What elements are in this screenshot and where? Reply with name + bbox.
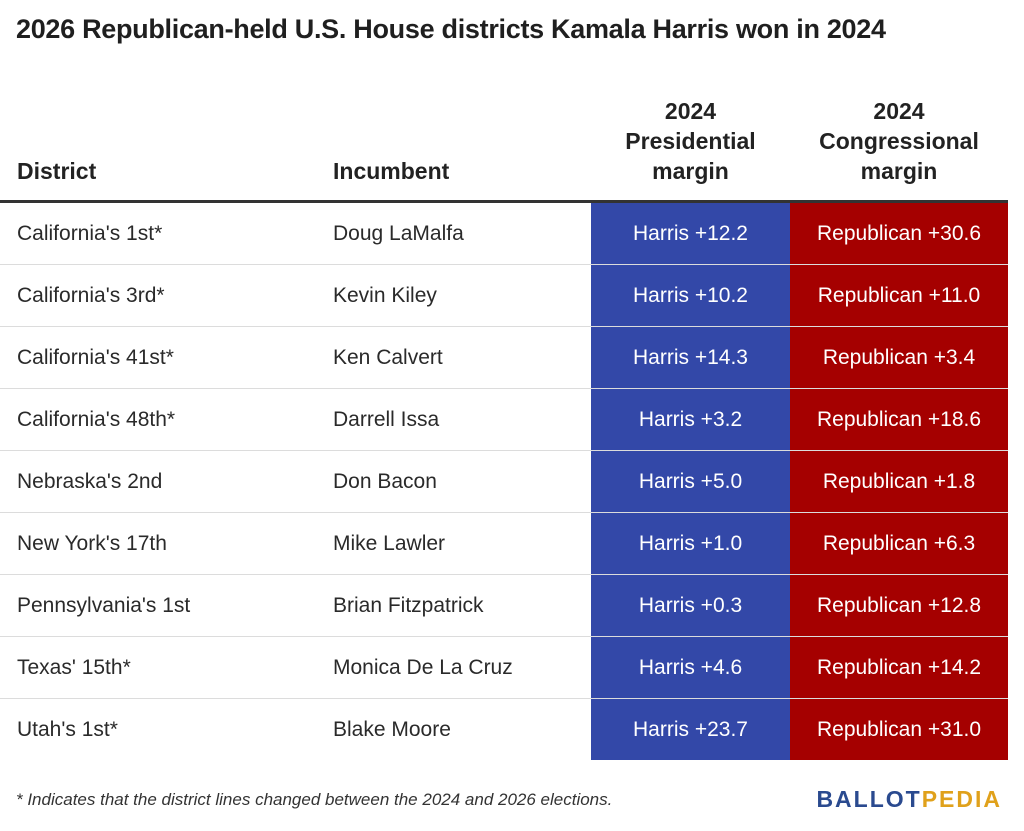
- table-header: District Incumbent 2024 Presidential mar…: [0, 90, 1008, 203]
- incumbent-cell: Doug LaMalfa: [333, 222, 464, 245]
- incumbent-cell: Blake Moore: [333, 718, 451, 741]
- district-cell: Texas' 15th*: [17, 656, 131, 679]
- ballotpedia-logo: BALLOTPEDIA: [816, 786, 1002, 813]
- congressional-margin-cell: Republican +31.0: [790, 699, 1008, 760]
- incumbent-cell: Ken Calvert: [333, 346, 443, 369]
- presidential-margin-cell: Harris +1.0: [591, 513, 790, 574]
- congressional-margin-cell: Republican +18.6: [790, 389, 1008, 450]
- presidential-margin-cell: Harris +3.2: [591, 389, 790, 450]
- congressional-margin-cell: Republican +12.8: [790, 575, 1008, 636]
- table-row: California's 3rd* Kevin Kiley Harris +10.2…: [0, 265, 1008, 327]
- table-body: California's 1st* Doug LaMalfa Harris +12.…: [0, 203, 1008, 760]
- district-cell: Nebraska's 2nd: [17, 470, 163, 493]
- header-district: District: [17, 158, 97, 184]
- table-row: California's 48th* Darrell Issa Harris +3.…: [0, 389, 1008, 451]
- congressional-margin-cell: Republican +11.0: [790, 265, 1008, 326]
- congressional-margin-cell: Republican +14.2: [790, 637, 1008, 698]
- incumbent-cell: Brian Fitzpatrick: [333, 594, 484, 617]
- district-cell: California's 3rd*: [17, 284, 165, 307]
- congressional-margin-cell: Republican +30.6: [790, 203, 1008, 264]
- header-presidential-margin: 2024 Presidential margin: [625, 98, 756, 184]
- district-cell: California's 48th*: [17, 408, 176, 431]
- incumbent-cell: Darrell Issa: [333, 408, 440, 431]
- table-row: Nebraska's 2nd Don Bacon Harris +5.0 Republ…: [0, 451, 1008, 513]
- congressional-margin-cell: Republican +1.8: [790, 451, 1008, 512]
- table-row: New York's 17th Mike Lawler Harris +1.0 Rep…: [0, 513, 1008, 575]
- logo-part-1: BALLOT: [816, 786, 922, 812]
- presidential-margin-cell: Harris +5.0: [591, 451, 790, 512]
- congressional-margin-cell: Republican +3.4: [790, 327, 1008, 388]
- congressional-margin-cell: Republican +6.3: [790, 513, 1008, 574]
- district-cell: California's 1st*: [17, 222, 163, 245]
- incumbent-cell: Don Bacon: [333, 470, 437, 493]
- chart-title: 2026 Republican-held U.S. House district…: [16, 14, 886, 44]
- table-row: California's 1st* Doug LaMalfa Harris +12.…: [0, 203, 1008, 265]
- presidential-margin-cell: Harris +14.3: [591, 327, 790, 388]
- header-congressional-margin: 2024 Congressional margin: [819, 98, 979, 184]
- presidential-margin-cell: Harris +4.6: [591, 637, 790, 698]
- footnote: * Indicates that the district lines chan…: [16, 790, 613, 809]
- district-cell: Utah's 1st*: [17, 718, 118, 741]
- incumbent-cell: Mike Lawler: [333, 532, 446, 555]
- district-cell: New York's 17th: [17, 532, 167, 555]
- table-row: Pennsylvania's 1st Brian Fitzpatrick Harri…: [0, 575, 1008, 637]
- table-row: Texas' 15th* Monica De La Cruz Harris +4.6…: [0, 637, 1008, 699]
- presidential-margin-cell: Harris +10.2: [591, 265, 790, 326]
- incumbent-cell: Monica De La Cruz: [333, 656, 513, 679]
- incumbent-cell: Kevin Kiley: [333, 284, 437, 307]
- table-row: Utah's 1st* Blake Moore Harris +23.7 Republ…: [0, 699, 1008, 760]
- logo-part-2: PEDIA: [921, 786, 1002, 812]
- results-table: District Incumbent 2024 Presidential mar…: [0, 90, 1008, 760]
- presidential-margin-cell: Harris +23.7: [591, 699, 790, 760]
- presidential-margin-cell: Harris +0.3: [591, 575, 790, 636]
- district-cell: Pennsylvania's 1st: [17, 594, 191, 617]
- table-row: California's 41st* Ken Calvert Harris +14.…: [0, 327, 1008, 389]
- header-incumbent: Incumbent: [333, 158, 450, 184]
- district-cell: California's 41st*: [17, 346, 174, 369]
- presidential-margin-cell: Harris +12.2: [591, 203, 790, 264]
